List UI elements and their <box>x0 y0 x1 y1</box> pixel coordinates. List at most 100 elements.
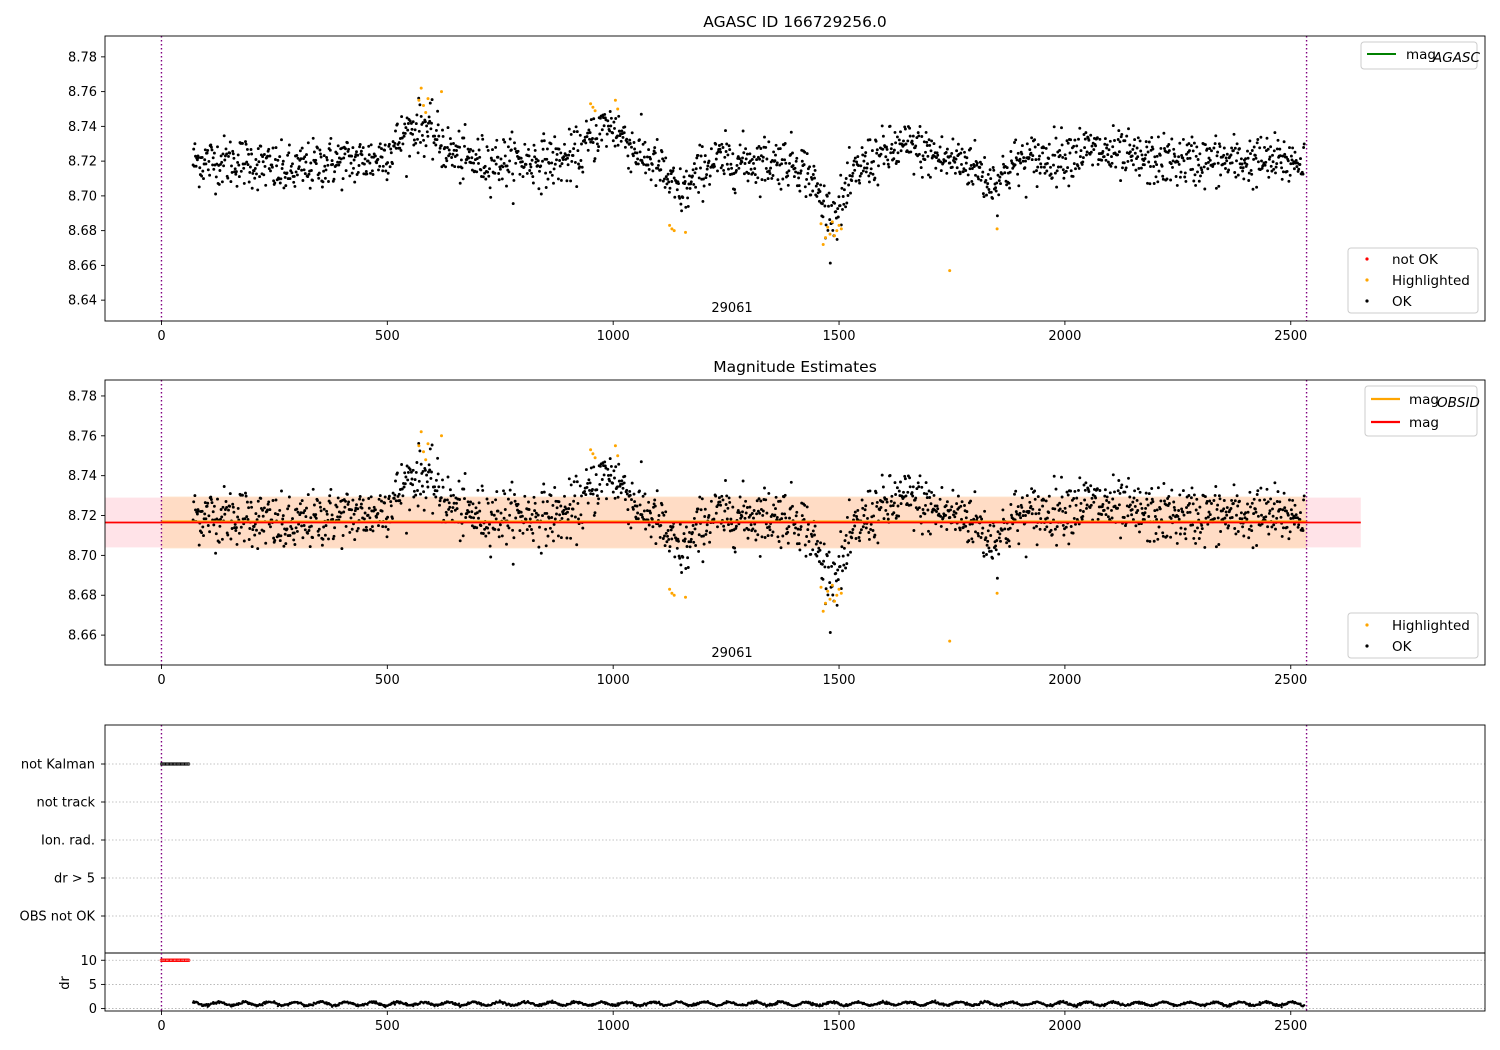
ok-point <box>577 162 580 166</box>
ok-point <box>953 160 957 164</box>
ok-point <box>359 502 363 506</box>
ok-point <box>740 160 744 164</box>
ok-point <box>505 164 509 168</box>
ok-point <box>817 560 821 564</box>
dr-plot-area <box>105 953 1485 1011</box>
ok-point <box>983 509 987 513</box>
ok-point <box>552 539 555 543</box>
ok-point <box>391 162 394 166</box>
ok-point <box>625 140 629 144</box>
ok-point <box>689 537 693 541</box>
ok-point <box>1192 536 1196 540</box>
ok-point <box>803 543 807 547</box>
ok-point <box>828 631 832 634</box>
ok-point <box>723 155 727 159</box>
ok-point <box>1200 523 1204 527</box>
ok-point <box>576 501 580 505</box>
ok-point <box>751 527 755 531</box>
ok-point <box>1080 162 1084 166</box>
ok-point <box>1183 532 1187 536</box>
ok-point <box>1266 147 1270 151</box>
ok-point <box>910 491 914 495</box>
ok-point <box>1248 139 1252 143</box>
ok-point <box>223 512 227 516</box>
ok-point <box>1120 483 1124 487</box>
ok-point <box>1083 488 1087 492</box>
ok-point <box>551 503 555 507</box>
ok-point <box>1064 169 1068 173</box>
ok-point <box>991 556 995 560</box>
ok-point <box>1177 509 1181 512</box>
ok-point <box>912 529 916 532</box>
ok-point <box>1196 170 1199 174</box>
ok-point <box>231 152 235 156</box>
ok-point <box>239 169 243 173</box>
ok-point <box>865 166 869 170</box>
ok-point <box>1234 175 1238 179</box>
ok-point <box>717 144 721 147</box>
ok-point <box>1167 149 1171 153</box>
ok-point <box>360 506 364 510</box>
ok-point <box>1190 486 1194 490</box>
ok-point <box>1117 129 1121 133</box>
ok-point <box>640 158 644 162</box>
ok-point <box>437 485 441 489</box>
ok-point <box>1183 175 1187 179</box>
ok-point <box>1274 527 1277 531</box>
ok-point <box>863 166 866 170</box>
ok-point <box>838 204 842 208</box>
ok-point <box>1056 503 1060 507</box>
ok-point <box>278 181 282 185</box>
ok-point <box>331 162 335 166</box>
ok-point <box>764 145 768 149</box>
ok-point <box>489 510 493 514</box>
ok-point <box>576 149 580 153</box>
ok-point <box>1281 526 1285 530</box>
ok-point <box>207 514 211 518</box>
ok-point <box>964 516 968 520</box>
ok-point <box>436 109 440 113</box>
ok-point <box>316 529 320 533</box>
ok-point <box>503 492 507 496</box>
ok-point <box>361 146 365 150</box>
ok-point <box>1265 487 1269 491</box>
ok-point <box>1193 173 1197 177</box>
ok-point <box>663 177 666 181</box>
ok-point <box>214 192 218 196</box>
ok-point <box>1146 539 1149 543</box>
ok-point <box>1136 509 1140 512</box>
ok-point <box>1167 143 1171 146</box>
ok-point <box>1133 489 1137 493</box>
ok-point <box>809 552 813 556</box>
ok-point <box>628 142 632 145</box>
ok-point <box>1240 517 1244 521</box>
ok-point <box>1146 150 1150 154</box>
ok-point <box>567 477 571 481</box>
ok-point <box>430 443 434 447</box>
ok-point <box>1192 179 1196 183</box>
ok-point <box>437 134 441 138</box>
ok-point <box>573 160 577 164</box>
ok-point <box>421 121 425 125</box>
ok-point <box>319 152 322 156</box>
ok-point <box>1063 506 1067 510</box>
ok-point <box>291 162 294 166</box>
ok-point <box>516 502 520 506</box>
ok-point <box>219 508 223 511</box>
ok-point <box>890 142 894 146</box>
ok-point <box>416 489 419 492</box>
ok-point <box>906 490 910 494</box>
ok-point <box>214 175 218 179</box>
ok-point <box>1113 139 1116 142</box>
ok-point <box>1061 523 1065 527</box>
ok-point <box>880 124 884 128</box>
ok-point <box>612 120 616 124</box>
ok-point <box>566 510 569 514</box>
ok-point <box>1146 181 1149 185</box>
ok-point <box>1281 508 1285 512</box>
ok-point <box>1101 502 1105 506</box>
ok-point <box>502 516 506 520</box>
ok-point <box>1139 149 1143 153</box>
ok-point <box>764 498 768 502</box>
ok-point <box>492 513 496 517</box>
